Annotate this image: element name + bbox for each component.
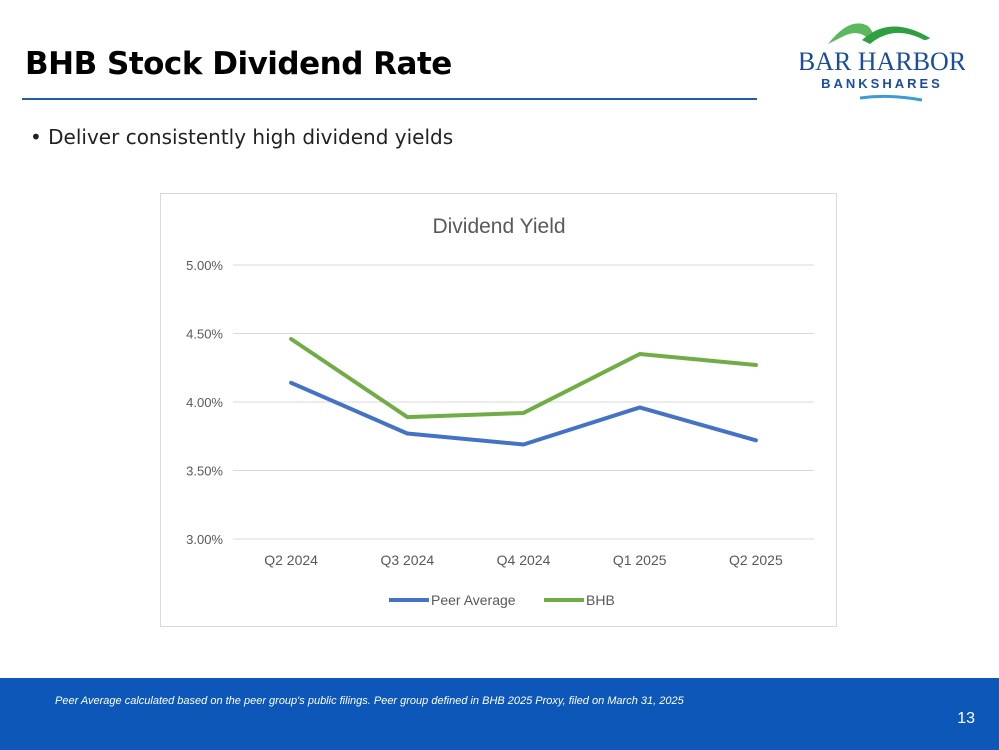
- x-tick-label: Q3 2024: [380, 552, 434, 568]
- logo-hill-right: [862, 26, 930, 44]
- footnote: Peer Average calculated based on the pee…: [55, 695, 684, 707]
- legend-label-bhb: BHB: [586, 592, 615, 608]
- x-tick-label: Q2 2024: [264, 552, 318, 568]
- dividend-yield-chart: Dividend Yield 3.00% 3.50% 4.00% 4.50% 5.00%…: [160, 193, 837, 627]
- logo-wave: [859, 94, 923, 102]
- x-tick-label: Q4 2024: [497, 552, 551, 568]
- x-tick-label: Q1 2025: [613, 552, 667, 568]
- page-number: 13: [957, 710, 975, 727]
- y-tick-label: 4.50%: [186, 327, 223, 342]
- chart-title: Dividend Yield: [432, 215, 565, 238]
- y-tick-label: 4.00%: [186, 395, 223, 410]
- page-title: BHB Stock Dividend Rate: [25, 46, 452, 82]
- legend-label-peer: Peer Average: [431, 592, 516, 608]
- y-tick-label: 5.00%: [186, 258, 223, 273]
- chart-svg: Dividend Yield 3.00% 3.50% 4.00% 4.50% 5.00%…: [186, 215, 814, 608]
- legend: Peer Average BHB: [389, 592, 615, 608]
- logo-text-1: BAR HARBOR: [800, 47, 965, 76]
- y-tick-label: 3.50%: [186, 464, 223, 479]
- logo-text-2: BANKSHARES: [821, 76, 943, 91]
- bar-harbor-logo: BAR HARBOR BANKSHARES: [800, 23, 965, 102]
- series-line-bhb: [289, 336, 758, 420]
- y-tick-label: 3.00%: [186, 532, 223, 547]
- title-divider: [22, 98, 757, 100]
- bullet-item: • Deliver consistently high dividend yie…: [30, 125, 454, 149]
- logo-hill-left: [828, 23, 874, 44]
- bullet-text: Deliver consistently high dividend yield…: [48, 125, 454, 149]
- footer-bar: Peer Average calculated based on the pee…: [0, 678, 999, 750]
- x-tick-label: Q2 2025: [729, 552, 783, 568]
